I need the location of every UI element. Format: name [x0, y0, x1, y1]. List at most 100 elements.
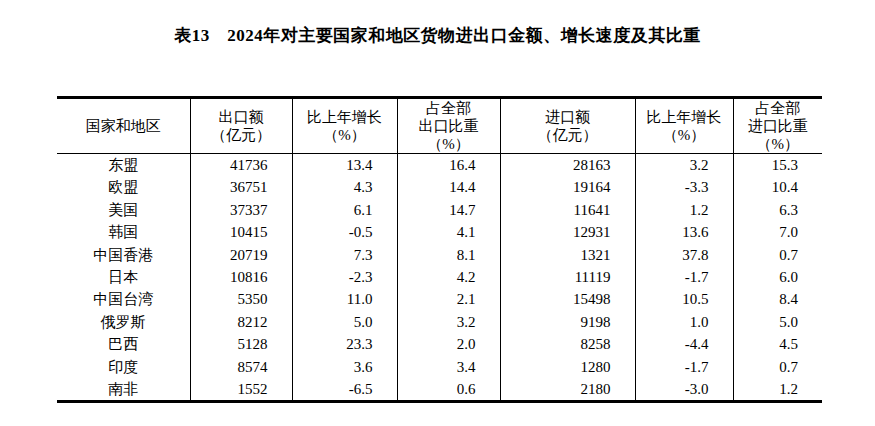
value-cell: -1.7 [635, 266, 733, 288]
trade-table: 国家和地区 出口额 （亿元） 比上年增长 （%） 占全部 出口比重 （%） 进口… [57, 96, 822, 403]
value-cell: 6.1 [292, 199, 397, 221]
document-page: 表13 2024年对主要国家和地区货物进出口金额、增长速度及其比重 国家和地区 … [0, 24, 875, 426]
region-cell: 欧盟 [57, 176, 190, 198]
header-export-growth: 比上年增长 （%） [292, 98, 397, 154]
value-cell: 15498 [500, 288, 635, 310]
value-cell: 5350 [190, 288, 292, 310]
value-cell: 3.6 [292, 356, 397, 378]
header-row: 国家和地区 出口额 （亿元） 比上年增长 （%） 占全部 出口比重 （%） 进口… [57, 98, 822, 154]
value-cell: 15.3 [733, 154, 822, 177]
value-cell: -3.0 [635, 378, 733, 402]
table-row: 南非1552-6.50.62180-3.01.2 [57, 378, 822, 402]
value-cell: 13.6 [635, 221, 733, 243]
value-cell: 13.4 [292, 154, 397, 177]
value-cell: 5128 [190, 333, 292, 355]
value-cell: 36751 [190, 176, 292, 198]
header-import-value: 进口额 （亿元） [500, 98, 635, 154]
value-cell: 10415 [190, 221, 292, 243]
value-cell: 8.1 [397, 244, 500, 266]
value-cell: 8574 [190, 356, 292, 378]
value-cell: 8.4 [733, 288, 822, 310]
value-cell: 11641 [500, 199, 635, 221]
value-cell: 1321 [500, 244, 635, 266]
value-cell: 28163 [500, 154, 635, 177]
region-cell: 南非 [57, 378, 190, 402]
table-row: 中国香港207197.38.1132137.80.7 [57, 244, 822, 266]
value-cell: 1280 [500, 356, 635, 378]
value-cell: 12931 [500, 221, 635, 243]
value-cell: 3.4 [397, 356, 500, 378]
table-row: 美国373376.114.7116411.26.3 [57, 199, 822, 221]
value-cell: -0.5 [292, 221, 397, 243]
value-cell: 4.5 [733, 333, 822, 355]
value-cell: 19164 [500, 176, 635, 198]
value-cell: 6.0 [733, 266, 822, 288]
table-row: 东盟4173613.416.4281633.215.3 [57, 154, 822, 177]
value-cell: 7.0 [733, 221, 822, 243]
value-cell: 7.3 [292, 244, 397, 266]
table-row: 日本10816-2.34.211119-1.76.0 [57, 266, 822, 288]
table-header: 国家和地区 出口额 （亿元） 比上年增长 （%） 占全部 出口比重 （%） 进口… [57, 98, 822, 154]
value-cell: 4.3 [292, 176, 397, 198]
region-cell: 印度 [57, 356, 190, 378]
value-cell: 4.1 [397, 221, 500, 243]
value-cell: 3.2 [635, 154, 733, 177]
value-cell: -1.7 [635, 356, 733, 378]
value-cell: 11119 [500, 266, 635, 288]
table-row: 韩国10415-0.54.11293113.67.0 [57, 221, 822, 243]
value-cell: 11.0 [292, 288, 397, 310]
value-cell: 10.4 [733, 176, 822, 198]
table-row: 印度85743.63.41280-1.70.7 [57, 356, 822, 378]
table-title: 表13 2024年对主要国家和地区货物进出口金额、增长速度及其比重 [0, 24, 875, 47]
value-cell: 2.0 [397, 333, 500, 355]
value-cell: -3.3 [635, 176, 733, 198]
header-export-share: 占全部 出口比重 （%） [397, 98, 500, 154]
region-cell: 韩国 [57, 221, 190, 243]
table-body: 东盟4173613.416.4281633.215.3欧盟367514.314.… [57, 154, 822, 402]
region-cell: 俄罗斯 [57, 311, 190, 333]
value-cell: 23.3 [292, 333, 397, 355]
header-import-share: 占全部 进口比重 （%） [733, 98, 822, 154]
header-import-growth: 比上年增长 （%） [635, 98, 733, 154]
region-cell: 中国香港 [57, 244, 190, 266]
value-cell: -6.5 [292, 378, 397, 402]
table-row: 俄罗斯82125.03.291981.05.0 [57, 311, 822, 333]
region-cell: 东盟 [57, 154, 190, 177]
region-cell: 巴西 [57, 333, 190, 355]
header-region: 国家和地区 [57, 98, 190, 154]
value-cell: 0.7 [733, 244, 822, 266]
value-cell: 9198 [500, 311, 635, 333]
value-cell: 3.2 [397, 311, 500, 333]
region-cell: 中国台湾 [57, 288, 190, 310]
value-cell: 2180 [500, 378, 635, 402]
table-row: 巴西512823.32.08258-4.44.5 [57, 333, 822, 355]
value-cell: 1.0 [635, 311, 733, 333]
value-cell: 14.7 [397, 199, 500, 221]
value-cell: 1.2 [635, 199, 733, 221]
value-cell: 0.6 [397, 378, 500, 402]
value-cell: -4.4 [635, 333, 733, 355]
value-cell: 10.5 [635, 288, 733, 310]
value-cell: 37337 [190, 199, 292, 221]
value-cell: 4.2 [397, 266, 500, 288]
region-cell: 日本 [57, 266, 190, 288]
value-cell: 10816 [190, 266, 292, 288]
value-cell: 5.0 [292, 311, 397, 333]
value-cell: 41736 [190, 154, 292, 177]
value-cell: 6.3 [733, 199, 822, 221]
value-cell: 1.2 [733, 378, 822, 402]
table-row: 中国台湾535011.02.11549810.58.4 [57, 288, 822, 310]
table-row: 欧盟367514.314.419164-3.310.4 [57, 176, 822, 198]
value-cell: -2.3 [292, 266, 397, 288]
value-cell: 1552 [190, 378, 292, 402]
value-cell: 5.0 [733, 311, 822, 333]
value-cell: 2.1 [397, 288, 500, 310]
value-cell: 0.7 [733, 356, 822, 378]
header-export-value: 出口额 （亿元） [190, 98, 292, 154]
value-cell: 8212 [190, 311, 292, 333]
value-cell: 8258 [500, 333, 635, 355]
value-cell: 20719 [190, 244, 292, 266]
region-cell: 美国 [57, 199, 190, 221]
value-cell: 16.4 [397, 154, 500, 177]
value-cell: 14.4 [397, 176, 500, 198]
